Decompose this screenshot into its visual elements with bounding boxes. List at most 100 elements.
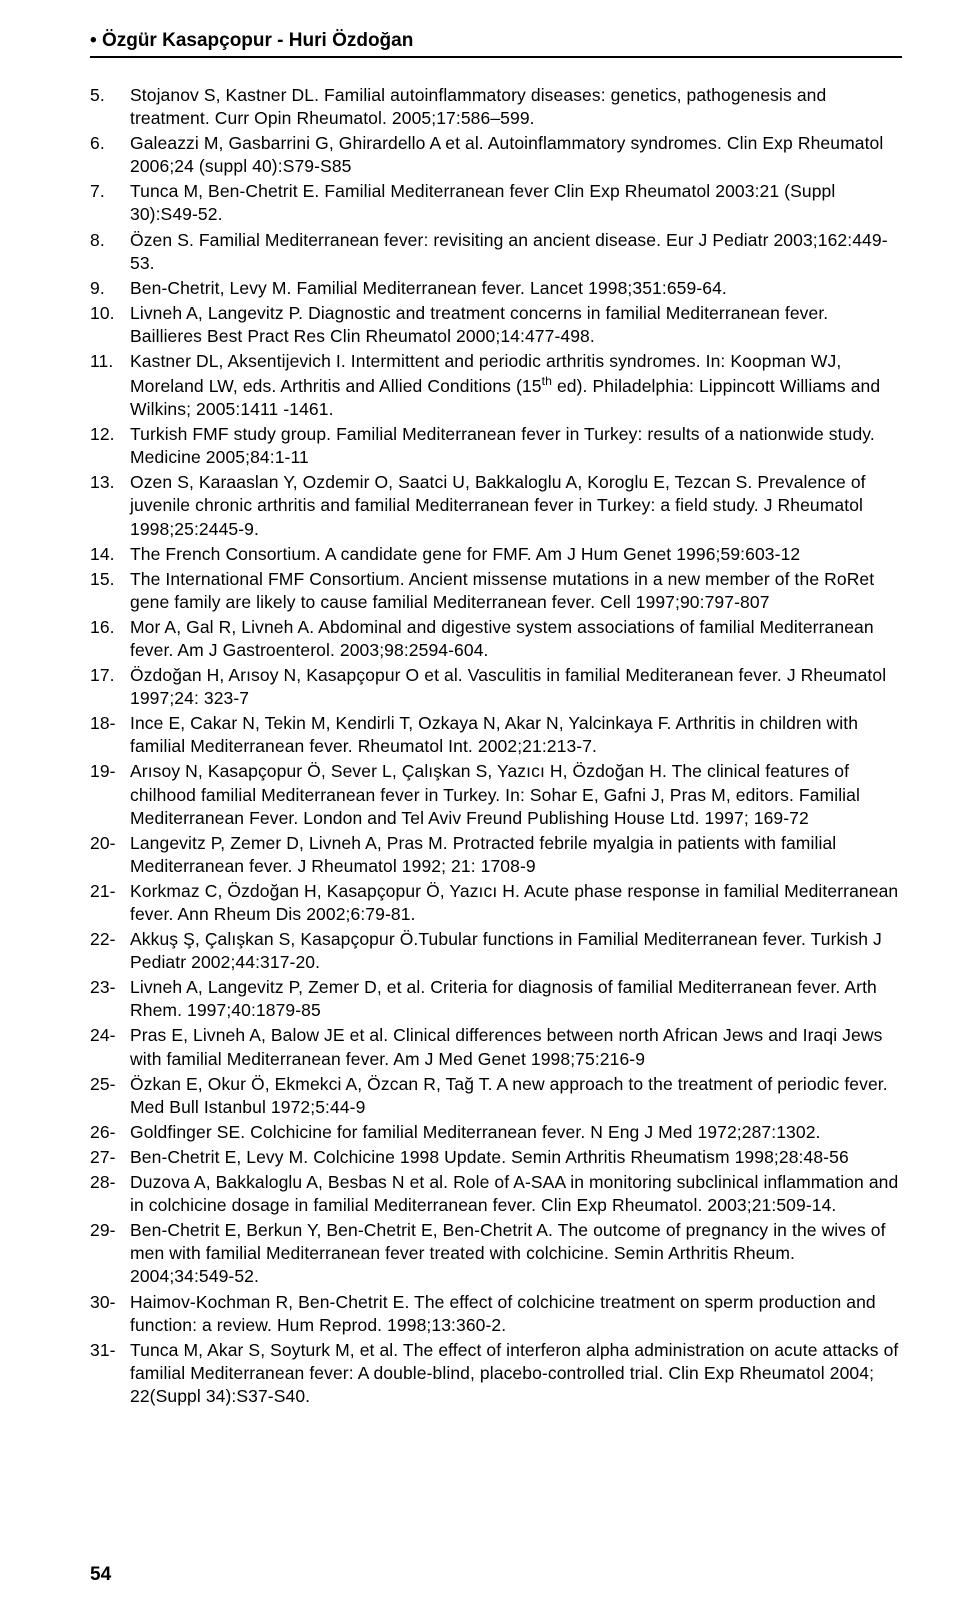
reference-text: 25-Özkan E, Okur Ö, Ekmekci A, Özcan R, … <box>90 1073 902 1119</box>
reference-text: 26-Goldfinger SE. Colchicine for familia… <box>90 1121 902 1144</box>
reference-number: 8. <box>90 229 130 275</box>
reference-body: Arısoy N, Kasapçopur Ö, Sever L, Çalışka… <box>130 761 860 827</box>
reference-text: Kastner DL, Aksentijevich I. Intermitten… <box>130 350 902 421</box>
reference-text: Turkish FMF study group. Familial Medite… <box>130 423 902 469</box>
reference-text: 27-Ben-Chetrit E, Levy M. Colchicine 199… <box>90 1146 902 1169</box>
reference-text: The French Consortium. A candidate gene … <box>130 543 902 566</box>
reference-item: 28-Duzova A, Bakkaloglu A, Besbas N et a… <box>90 1171 902 1217</box>
reference-text: The International FMF Consortium. Ancien… <box>130 568 902 614</box>
reference-item: 30-Haimov-Kochman R, Ben-Chetrit E. The … <box>90 1291 902 1337</box>
reference-text: 18-Ince E, Cakar N, Tekin M, Kendirli T,… <box>90 712 902 758</box>
reference-body: Pras E, Livneh A, Balow JE et al. Clinic… <box>130 1025 882 1068</box>
reference-text: 21-Korkmaz C, Özdoğan H, Kasapçopur Ö, Y… <box>90 880 902 926</box>
reference-text: Ozen S, Karaaslan Y, Ozdemir O, Saatci U… <box>130 471 902 540</box>
reference-text: 20-Langevitz P, Zemer D, Livneh A, Pras … <box>90 832 902 878</box>
reference-item: 9.Ben-Chetrit, Levy M. Familial Mediterr… <box>90 277 902 300</box>
reference-text: Özen S. Familial Mediterranean fever: re… <box>130 229 902 275</box>
reference-item: 6.Galeazzi M, Gasbarrini G, Ghirardello … <box>90 132 902 178</box>
reference-number: 29- <box>90 1219 130 1242</box>
reference-number: 14. <box>90 543 130 566</box>
reference-item: 5.Stojanov S, Kastner DL. Familial autoi… <box>90 84 902 130</box>
reference-text: Mor A, Gal R, Livneh A. Abdominal and di… <box>130 616 902 662</box>
reference-item: 16.Mor A, Gal R, Livneh A. Abdominal and… <box>90 616 902 662</box>
reference-item: 21-Korkmaz C, Özdoğan H, Kasapçopur Ö, Y… <box>90 880 902 926</box>
reference-number: 24- <box>90 1024 130 1047</box>
reference-text: 19-Arısoy N, Kasapçopur Ö, Sever L, Çalı… <box>90 760 902 829</box>
reference-number: 11. <box>90 350 130 421</box>
reference-number: 18- <box>90 712 130 735</box>
reference-item: 23-Livneh A, Langevitz P, Zemer D, et al… <box>90 976 902 1022</box>
reference-text: Livneh A, Langevitz P. Diagnostic and tr… <box>130 302 902 348</box>
reference-body: Korkmaz C, Özdoğan H, Kasapçopur Ö, Yazı… <box>130 881 898 924</box>
reference-number: 23- <box>90 976 130 999</box>
page-number: 54 <box>90 1564 111 1586</box>
reference-number: 7. <box>90 180 130 226</box>
reference-text: Stojanov S, Kastner DL. Familial autoinf… <box>130 84 902 130</box>
header-authors-text: Özgür Kasapçopur - Huri Özdoğan <box>102 30 413 51</box>
reference-text: Özdoğan H, Arısoy N, Kasapçopur O et al.… <box>130 664 902 710</box>
reference-number: 22- <box>90 928 130 951</box>
reference-number: 10. <box>90 302 130 348</box>
reference-number: 17. <box>90 664 130 710</box>
reference-text: Ben-Chetrit, Levy M. Familial Mediterran… <box>130 277 902 300</box>
reference-item: 25-Özkan E, Okur Ö, Ekmekci A, Özcan R, … <box>90 1073 902 1119</box>
reference-number: 26- <box>90 1121 130 1144</box>
reference-number: 20- <box>90 832 130 855</box>
reference-text: 29-Ben-Chetrit E, Berkun Y, Ben-Chetrit … <box>90 1219 902 1288</box>
reference-number: 31- <box>90 1339 130 1362</box>
reference-text: 24-Pras E, Livneh A, Balow JE et al. Cli… <box>90 1024 902 1070</box>
reference-item: 18-Ince E, Cakar N, Tekin M, Kendirli T,… <box>90 712 902 758</box>
reference-number: 27- <box>90 1146 130 1169</box>
reference-body: Langevitz P, Zemer D, Livneh A, Pras M. … <box>130 833 836 876</box>
reference-body: Akkuş Ş, Çalışkan S, Kasapçopur Ö.Tubula… <box>130 929 882 972</box>
reference-number: 21- <box>90 880 130 903</box>
reference-item: 17.Özdoğan H, Arısoy N, Kasapçopur O et … <box>90 664 902 710</box>
reference-item: 31-Tunca M, Akar S, Soyturk M, et al. Th… <box>90 1339 902 1408</box>
reference-number: 9. <box>90 277 130 300</box>
reference-number: 12. <box>90 423 130 469</box>
reference-text: Galeazzi M, Gasbarrini G, Ghirardello A … <box>130 132 902 178</box>
reference-body: Haimov-Kochman R, Ben-Chetrit E. The eff… <box>130 1292 876 1335</box>
reference-number: 13. <box>90 471 130 540</box>
reference-body: Tunca M, Akar S, Soyturk M, et al. The e… <box>130 1340 898 1406</box>
reference-number: 5. <box>90 84 130 130</box>
reference-item: 26-Goldfinger SE. Colchicine for familia… <box>90 1121 902 1144</box>
reference-item: 7.Tunca M, Ben-Chetrit E. Familial Medit… <box>90 180 902 226</box>
reference-number: 19- <box>90 760 130 783</box>
reference-item: 10.Livneh A, Langevitz P. Diagnostic and… <box>90 302 902 348</box>
reference-body: Ben-Chetrit E, Berkun Y, Ben-Chetrit E, … <box>130 1220 886 1286</box>
reference-item: 27-Ben-Chetrit E, Levy M. Colchicine 199… <box>90 1146 902 1169</box>
reference-text: 28-Duzova A, Bakkaloglu A, Besbas N et a… <box>90 1171 902 1217</box>
reference-text: 22-Akkuş Ş, Çalışkan S, Kasapçopur Ö.Tub… <box>90 928 902 974</box>
reference-item: 13.Ozen S, Karaaslan Y, Ozdemir O, Saatc… <box>90 471 902 540</box>
references-list: 5.Stojanov S, Kastner DL. Familial autoi… <box>90 84 902 1408</box>
reference-item: 29-Ben-Chetrit E, Berkun Y, Ben-Chetrit … <box>90 1219 902 1288</box>
reference-item: 20-Langevitz P, Zemer D, Livneh A, Pras … <box>90 832 902 878</box>
reference-text: Tunca M, Ben-Chetrit E. Familial Mediter… <box>130 180 902 226</box>
header-authors: • Özgür Kasapçopur - Huri Özdoğan <box>90 30 902 58</box>
reference-item: 19-Arısoy N, Kasapçopur Ö, Sever L, Çalı… <box>90 760 902 829</box>
reference-text: 31-Tunca M, Akar S, Soyturk M, et al. Th… <box>90 1339 902 1408</box>
reference-body: Ben-Chetrit E, Levy M. Colchicine 1998 U… <box>130 1147 849 1167</box>
reference-item: 22-Akkuş Ş, Çalışkan S, Kasapçopur Ö.Tub… <box>90 928 902 974</box>
reference-number: 16. <box>90 616 130 662</box>
reference-body: Özkan E, Okur Ö, Ekmekci A, Özcan R, Tağ… <box>130 1074 888 1117</box>
reference-body: Livneh A, Langevitz P, Zemer D, et al. C… <box>130 977 877 1020</box>
reference-body: Ince E, Cakar N, Tekin M, Kendirli T, Oz… <box>130 713 858 756</box>
reference-item: 11.Kastner DL, Aksentijevich I. Intermit… <box>90 350 902 421</box>
reference-text: 23-Livneh A, Langevitz P, Zemer D, et al… <box>90 976 902 1022</box>
reference-item: 15.The International FMF Consortium. Anc… <box>90 568 902 614</box>
reference-text: 30-Haimov-Kochman R, Ben-Chetrit E. The … <box>90 1291 902 1337</box>
reference-body: Duzova A, Bakkaloglu A, Besbas N et al. … <box>130 1172 898 1215</box>
reference-number: 15. <box>90 568 130 614</box>
page: • Özgür Kasapçopur - Huri Özdoğan 5.Stoj… <box>0 0 960 1616</box>
reference-item: 8.Özen S. Familial Mediterranean fever: … <box>90 229 902 275</box>
reference-item: 24-Pras E, Livneh A, Balow JE et al. Cli… <box>90 1024 902 1070</box>
reference-number: 30- <box>90 1291 130 1314</box>
reference-number: 28- <box>90 1171 130 1194</box>
reference-number: 6. <box>90 132 130 178</box>
reference-item: 14.The French Consortium. A candidate ge… <box>90 543 902 566</box>
reference-body: Goldfinger SE. Colchicine for familial M… <box>130 1122 821 1142</box>
reference-number: 25- <box>90 1073 130 1096</box>
reference-item: 12.Turkish FMF study group. Familial Med… <box>90 423 902 469</box>
